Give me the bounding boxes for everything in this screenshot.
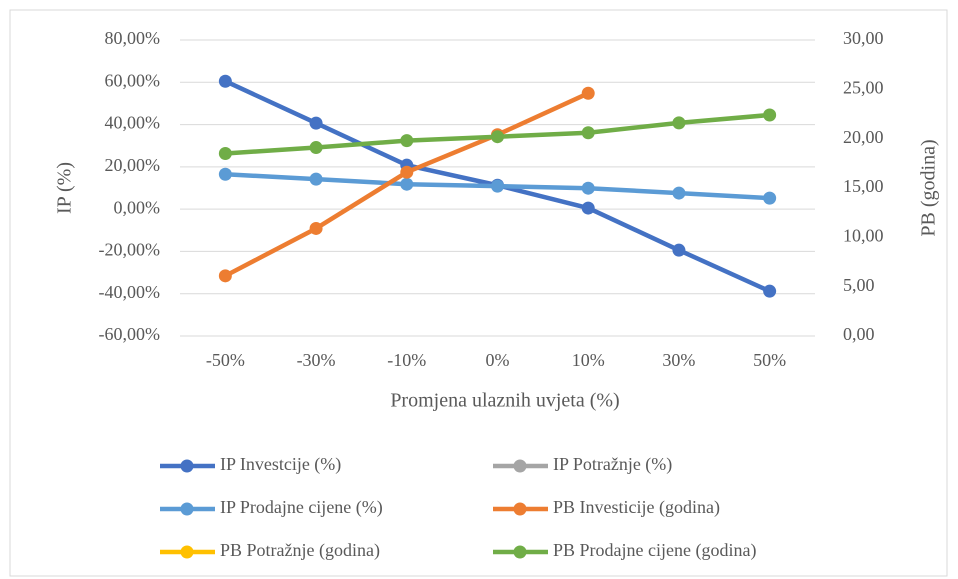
series-marker [581, 181, 595, 195]
series-marker [218, 74, 232, 88]
series-marker [400, 134, 414, 148]
series-marker [763, 108, 777, 122]
legend-swatch-marker [513, 545, 527, 559]
x-tick-label: -10% [387, 350, 426, 370]
x-tick-label: 10% [572, 350, 605, 370]
series-marker [309, 221, 323, 235]
legend-swatch-marker [180, 502, 194, 516]
y2-tick-label: 10,00 [843, 225, 884, 245]
legend-label: PB Prodajne cijene (godina) [553, 540, 756, 561]
chart-frame [9, 9, 948, 577]
series-marker [763, 284, 777, 298]
legend-swatch-marker [513, 502, 527, 516]
y2-tick-label: 5,00 [843, 275, 875, 295]
x-tick-label: 50% [753, 350, 786, 370]
series-marker [581, 201, 595, 215]
x-tick-label: 30% [662, 350, 695, 370]
y-tick-label: 60,00% [105, 70, 161, 90]
x-tick-label: -30% [297, 350, 336, 370]
y-tick-label: 80,00% [105, 28, 161, 48]
legend-swatch-marker [180, 545, 194, 559]
series-marker [581, 126, 595, 140]
y-tick-label: 40,00% [105, 113, 161, 133]
y-tick-label: -20,00% [99, 240, 161, 260]
series-marker [763, 191, 777, 205]
legend-label: IP Potražnje (%) [553, 454, 672, 475]
legend-label: IP Prodajne cijene (%) [220, 497, 383, 518]
series-marker [309, 141, 323, 155]
series-marker [218, 146, 232, 160]
series-marker [309, 172, 323, 186]
y2-tick-label: 15,00 [843, 176, 884, 196]
x-tick-label: 0% [486, 350, 510, 370]
y2-tick-label: 0,00 [843, 324, 875, 344]
y2-tick-label: 25,00 [843, 77, 884, 97]
series-marker [400, 177, 414, 191]
series-marker [400, 165, 414, 179]
series-marker [672, 186, 686, 200]
legend-label: PB Investicije (godina) [553, 497, 720, 518]
series-marker [309, 116, 323, 130]
y2-axis-title: PB (godina) [918, 139, 940, 236]
y2-tick-label: 30,00 [843, 28, 884, 48]
series-marker [581, 86, 595, 100]
legend-label: PB Potražnje (godina) [220, 540, 380, 561]
series-marker [672, 243, 686, 257]
series-marker [491, 179, 504, 193]
y2-tick-label: 20,00 [843, 127, 884, 147]
y-tick-label: -40,00% [99, 282, 161, 302]
x-axis-title: Promjena ulaznih uvjeta (%) [390, 390, 619, 412]
x-tick-label: -50% [206, 350, 245, 370]
series-marker [672, 116, 686, 130]
y-axis-title: IP (%) [54, 162, 76, 214]
series-marker [218, 269, 232, 283]
series-marker [218, 167, 232, 181]
legend-swatch-marker [513, 459, 527, 473]
series-marker [491, 130, 504, 144]
y-tick-label: 0,00% [114, 197, 161, 217]
legend-swatch-marker [180, 459, 194, 473]
y-tick-label: -60,00% [99, 324, 161, 344]
legend-label: IP Investcije (%) [220, 454, 341, 475]
y-tick-label: 20,00% [105, 155, 161, 175]
